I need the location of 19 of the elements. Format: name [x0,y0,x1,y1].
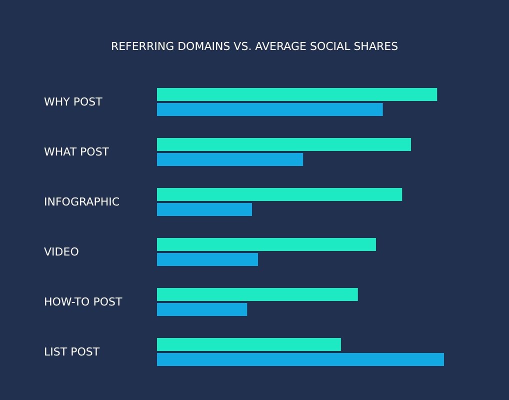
y-tick-label: WHY POST [44,96,103,108]
bar [157,338,341,352]
bar [157,102,383,116]
bar [157,252,258,266]
bar [157,138,411,152]
y-tick-label: HOW-TO POST [44,296,122,308]
bar [157,288,358,302]
y-tick-label: VIDEO [44,246,80,258]
bar [157,202,252,216]
bar [157,188,402,202]
bar [157,88,438,102]
y-tick-label: LIST POST [44,346,100,358]
y-tick-label: WHAT POST [44,146,110,158]
chart-title: REFERRING DOMAINS VS. AVERAGE SOCIAL SHARES [110,40,398,53]
bar [157,302,248,316]
y-tick-label: INFOGRAPHIC [44,196,120,208]
bar [157,352,444,366]
bar [157,238,376,252]
bar [157,152,304,166]
